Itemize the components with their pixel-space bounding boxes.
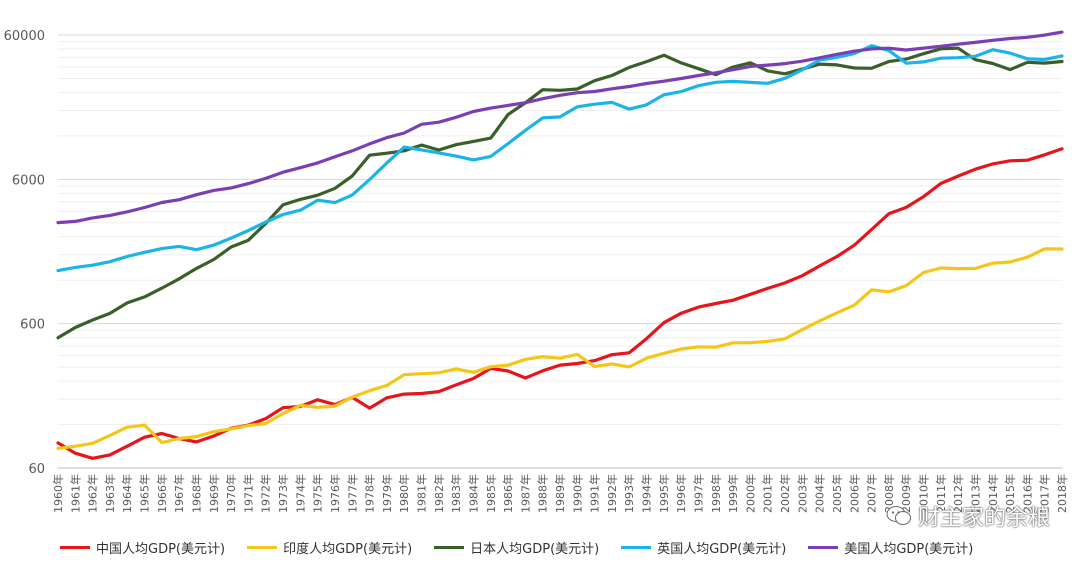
y-axis: 60 600 6000 60000 — [4, 29, 45, 477]
x-tick-label: 2016年 — [1020, 474, 1034, 513]
x-tick-label: 1977年 — [345, 474, 359, 513]
y-tick-label: 60 — [28, 462, 45, 477]
x-tick-label: 1966年 — [155, 474, 169, 513]
x-tick-label: 1997年 — [691, 474, 705, 513]
series-line-1 — [56, 247, 1064, 450]
y-tick-label: 6000 — [12, 173, 45, 188]
x-tick-label: 1972年 — [259, 474, 273, 513]
x-tick-label: 2008年 — [882, 474, 896, 513]
x-tick-label: 2010年 — [917, 474, 931, 513]
x-tick-label: 1968年 — [189, 474, 203, 513]
x-tick-label: 1987年 — [518, 474, 532, 513]
x-tick-label: 2006年 — [847, 474, 861, 513]
x-tick-label: 1961年 — [68, 474, 82, 513]
legend-label-china: 中国人均GDP(美元计) — [96, 542, 226, 557]
wechat-icon — [886, 506, 911, 525]
x-tick-label: 2011年 — [934, 474, 948, 513]
y-tick-label: 60000 — [4, 29, 45, 44]
line-chart: 60 600 6000 60000 1960年 1961年 1962年 1963年 1964年… — [4, 29, 1069, 513]
legend-item-japan: 日本人均GDP(美元计) — [434, 538, 599, 557]
series-lines — [56, 30, 1064, 460]
legend-swatch-india — [247, 546, 278, 549]
x-tick-label: 1978年 — [363, 474, 377, 513]
legend: 中国人均GDP(美元计) 印度人均GDP(美元计) 日本人均GDP(美元计) 英… — [60, 538, 973, 557]
x-tick-label: 1965年 — [138, 474, 152, 513]
x-tick-label: 2000年 — [743, 474, 757, 513]
x-tick-label: 1991年 — [588, 474, 602, 513]
x-tick-label: 1986年 — [501, 474, 515, 513]
legend-item-usa: 美国人均GDP(美元计) — [808, 538, 973, 557]
x-tick-label: 1976年 — [328, 474, 342, 513]
legend-swatch-china — [60, 546, 90, 549]
x-tick-label: 2018年 — [1055, 474, 1069, 513]
x-tick-label: 1962年 — [86, 474, 100, 513]
x-tick-label: 2013年 — [968, 474, 982, 513]
legend-swatch-uk — [621, 546, 652, 549]
series-line-0 — [56, 147, 1064, 460]
x-tick-label: 2017年 — [1038, 474, 1052, 513]
x-tick-label: 1975年 — [311, 474, 325, 513]
legend-item-china: 中国人均GDP(美元计) — [60, 538, 225, 557]
series-line-3 — [56, 44, 1064, 273]
x-tick-label: 1970年 — [224, 474, 238, 513]
legend-label-india: 印度人均GDP(美元计) — [283, 542, 413, 557]
x-tick-label: 1990年 — [570, 474, 584, 513]
x-tick-label: 1999年 — [726, 474, 740, 513]
x-tick-label: 2014年 — [986, 474, 1000, 513]
y-tick-label: 600 — [20, 318, 45, 333]
x-tick-label: 1971年 — [241, 474, 255, 513]
x-tick-label: 1998年 — [709, 474, 723, 513]
x-tick-label: 1983年 — [449, 474, 463, 513]
x-tick-label: 1984年 — [466, 474, 480, 513]
watermark-text: 财主家的余粮 — [917, 506, 1050, 531]
x-tick-label: 1994年 — [640, 474, 654, 513]
x-tick-label: 1989年 — [553, 474, 567, 513]
legend-label-uk: 英国人均GDP(美元计) — [657, 542, 787, 557]
watermark: 财主家的余粮 — [886, 500, 1050, 532]
x-tick-label: 1982年 — [432, 474, 446, 513]
x-tick-label: 2007年 — [865, 474, 879, 513]
x-tick-label: 1996年 — [674, 474, 688, 513]
x-tick-label: 1964年 — [120, 474, 134, 513]
gridlines — [58, 34, 1062, 469]
x-tick-label: 2015年 — [1003, 474, 1017, 513]
legend-swatch-usa — [808, 546, 839, 549]
x-tick-label: 2009年 — [899, 474, 913, 513]
legend-label-usa: 美国人均GDP(美元计) — [844, 542, 974, 557]
x-tick-label: 2001年 — [761, 474, 775, 513]
legend-label-japan: 日本人均GDP(美元计) — [470, 542, 600, 557]
x-tick-label: 2004年 — [813, 474, 827, 513]
x-tick-label: 1992年 — [605, 474, 619, 513]
legend-item-uk: 英国人均GDP(美元计) — [621, 538, 786, 557]
x-tick-label: 2012年 — [951, 474, 965, 513]
x-tick-label: 1969年 — [207, 474, 221, 513]
x-tick-label: 1981年 — [415, 474, 429, 513]
x-tick-label: 1995年 — [657, 474, 671, 513]
x-tick-label: 1963年 — [103, 474, 117, 513]
x-tick-label: 2003年 — [795, 474, 809, 513]
x-tick-label: 1993年 — [622, 474, 636, 513]
x-tick-label: 1967年 — [172, 474, 186, 513]
series-line-4 — [56, 30, 1064, 225]
series-line-2 — [56, 46, 1064, 340]
x-tick-label: 2005年 — [830, 474, 844, 513]
x-tick-label: 1974年 — [293, 474, 307, 513]
x-tick-label: 1985年 — [484, 474, 498, 513]
x-axis: 1960年 1961年 1962年 1963年 1964年 1965年 1966年 1967年… — [51, 467, 1069, 513]
x-tick-label: 1988年 — [536, 474, 550, 513]
x-tick-label: 1973年 — [276, 474, 290, 513]
legend-swatch-japan — [434, 546, 465, 549]
x-tick-label: 1979年 — [380, 474, 394, 513]
x-tick-label: 1980年 — [397, 474, 411, 513]
x-tick-label: 1960年 — [51, 474, 65, 513]
legend-item-india: 印度人均GDP(美元计) — [247, 538, 412, 557]
x-tick-label: 2002年 — [778, 474, 792, 513]
